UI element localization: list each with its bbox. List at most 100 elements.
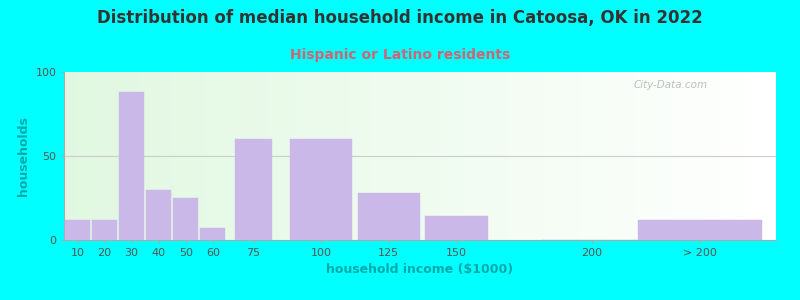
Bar — [762, 72, 766, 240]
Bar — [516, 72, 520, 240]
Bar — [314, 72, 317, 240]
Bar — [413, 72, 417, 240]
Bar — [320, 72, 324, 240]
Bar — [612, 72, 616, 240]
Bar — [106, 72, 110, 240]
Bar — [167, 72, 171, 240]
Bar — [93, 72, 96, 240]
Bar — [687, 72, 690, 240]
Bar — [747, 72, 751, 240]
Bar — [417, 72, 420, 240]
Bar — [722, 72, 726, 240]
Bar — [378, 72, 381, 240]
Bar — [406, 72, 410, 240]
Bar — [616, 72, 619, 240]
Bar — [523, 72, 527, 240]
Bar — [249, 72, 253, 240]
Bar — [488, 72, 491, 240]
Bar — [669, 72, 673, 240]
Bar — [99, 72, 103, 240]
Bar — [708, 72, 712, 240]
Y-axis label: households: households — [17, 116, 30, 196]
Bar — [363, 72, 366, 240]
Bar — [214, 72, 217, 240]
Bar — [359, 72, 363, 240]
Bar — [626, 72, 630, 240]
Bar — [260, 72, 263, 240]
Bar — [630, 72, 634, 240]
Bar — [545, 72, 548, 240]
Bar — [509, 72, 513, 240]
Bar — [758, 72, 762, 240]
Bar — [773, 72, 776, 240]
Bar — [676, 72, 680, 240]
Bar — [292, 72, 295, 240]
X-axis label: household income ($1000): household income ($1000) — [326, 263, 514, 276]
Bar — [78, 72, 82, 240]
Bar — [442, 72, 445, 240]
Bar — [349, 72, 352, 240]
Bar — [541, 72, 545, 240]
Bar — [189, 72, 192, 240]
Bar — [267, 72, 270, 240]
Bar — [331, 72, 334, 240]
Bar — [730, 72, 734, 240]
Bar — [449, 72, 452, 240]
Bar — [420, 72, 423, 240]
Bar — [502, 72, 506, 240]
Bar — [110, 72, 114, 240]
Bar — [591, 72, 594, 240]
Bar — [384, 72, 388, 240]
Bar — [498, 72, 502, 240]
Bar — [402, 72, 406, 240]
Bar — [430, 72, 434, 240]
Bar — [201, 228, 226, 240]
Bar — [719, 72, 722, 240]
Bar — [766, 72, 769, 240]
Bar — [712, 72, 715, 240]
Bar — [648, 72, 651, 240]
Bar — [174, 198, 198, 240]
Bar — [203, 72, 206, 240]
Bar — [146, 190, 171, 240]
Bar — [270, 72, 274, 240]
Bar — [317, 72, 320, 240]
Bar — [381, 72, 385, 240]
Bar — [370, 72, 374, 240]
Bar — [310, 72, 314, 240]
Bar — [256, 72, 260, 240]
Bar — [754, 72, 758, 240]
Bar — [705, 72, 708, 240]
Bar — [573, 72, 577, 240]
Bar — [263, 72, 267, 240]
Bar — [634, 72, 637, 240]
Bar — [548, 72, 552, 240]
Bar — [683, 72, 687, 240]
Bar — [164, 72, 167, 240]
Bar — [246, 72, 249, 240]
Bar — [242, 72, 246, 240]
Bar — [559, 72, 562, 240]
Bar — [119, 92, 144, 240]
Bar — [121, 72, 125, 240]
Bar — [64, 72, 67, 240]
Bar — [726, 72, 730, 240]
Bar — [238, 72, 242, 240]
Bar — [334, 72, 338, 240]
Bar — [566, 72, 570, 240]
Bar — [142, 72, 146, 240]
Bar — [395, 72, 398, 240]
Bar — [206, 72, 210, 240]
Bar — [281, 72, 285, 240]
Bar — [221, 72, 224, 240]
Bar — [278, 72, 281, 240]
Bar — [673, 72, 676, 240]
Text: Distribution of median household income in Catoosa, OK in 2022: Distribution of median household income … — [97, 9, 703, 27]
Bar — [299, 72, 302, 240]
Bar — [459, 72, 462, 240]
Bar — [125, 72, 128, 240]
Text: City-Data.com: City-Data.com — [634, 80, 708, 90]
Bar — [210, 72, 214, 240]
Bar — [577, 72, 580, 240]
Bar — [744, 72, 747, 240]
